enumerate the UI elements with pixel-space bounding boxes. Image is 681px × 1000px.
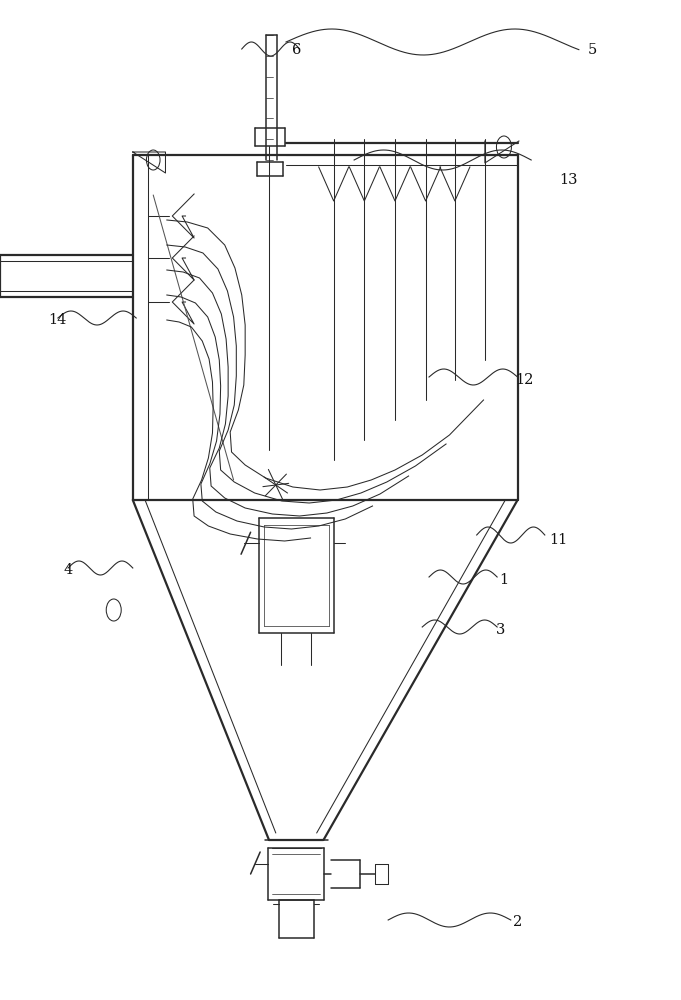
Text: 12: 12 [516, 373, 533, 387]
Text: 6: 6 [291, 43, 301, 57]
Text: 4: 4 [63, 563, 73, 577]
Text: 5: 5 [588, 43, 597, 57]
Text: 3: 3 [496, 623, 505, 637]
Text: 13: 13 [559, 173, 578, 187]
Text: 14: 14 [49, 313, 67, 327]
Text: 1: 1 [499, 573, 509, 587]
Text: 2: 2 [513, 915, 522, 929]
Text: 11: 11 [550, 533, 567, 547]
